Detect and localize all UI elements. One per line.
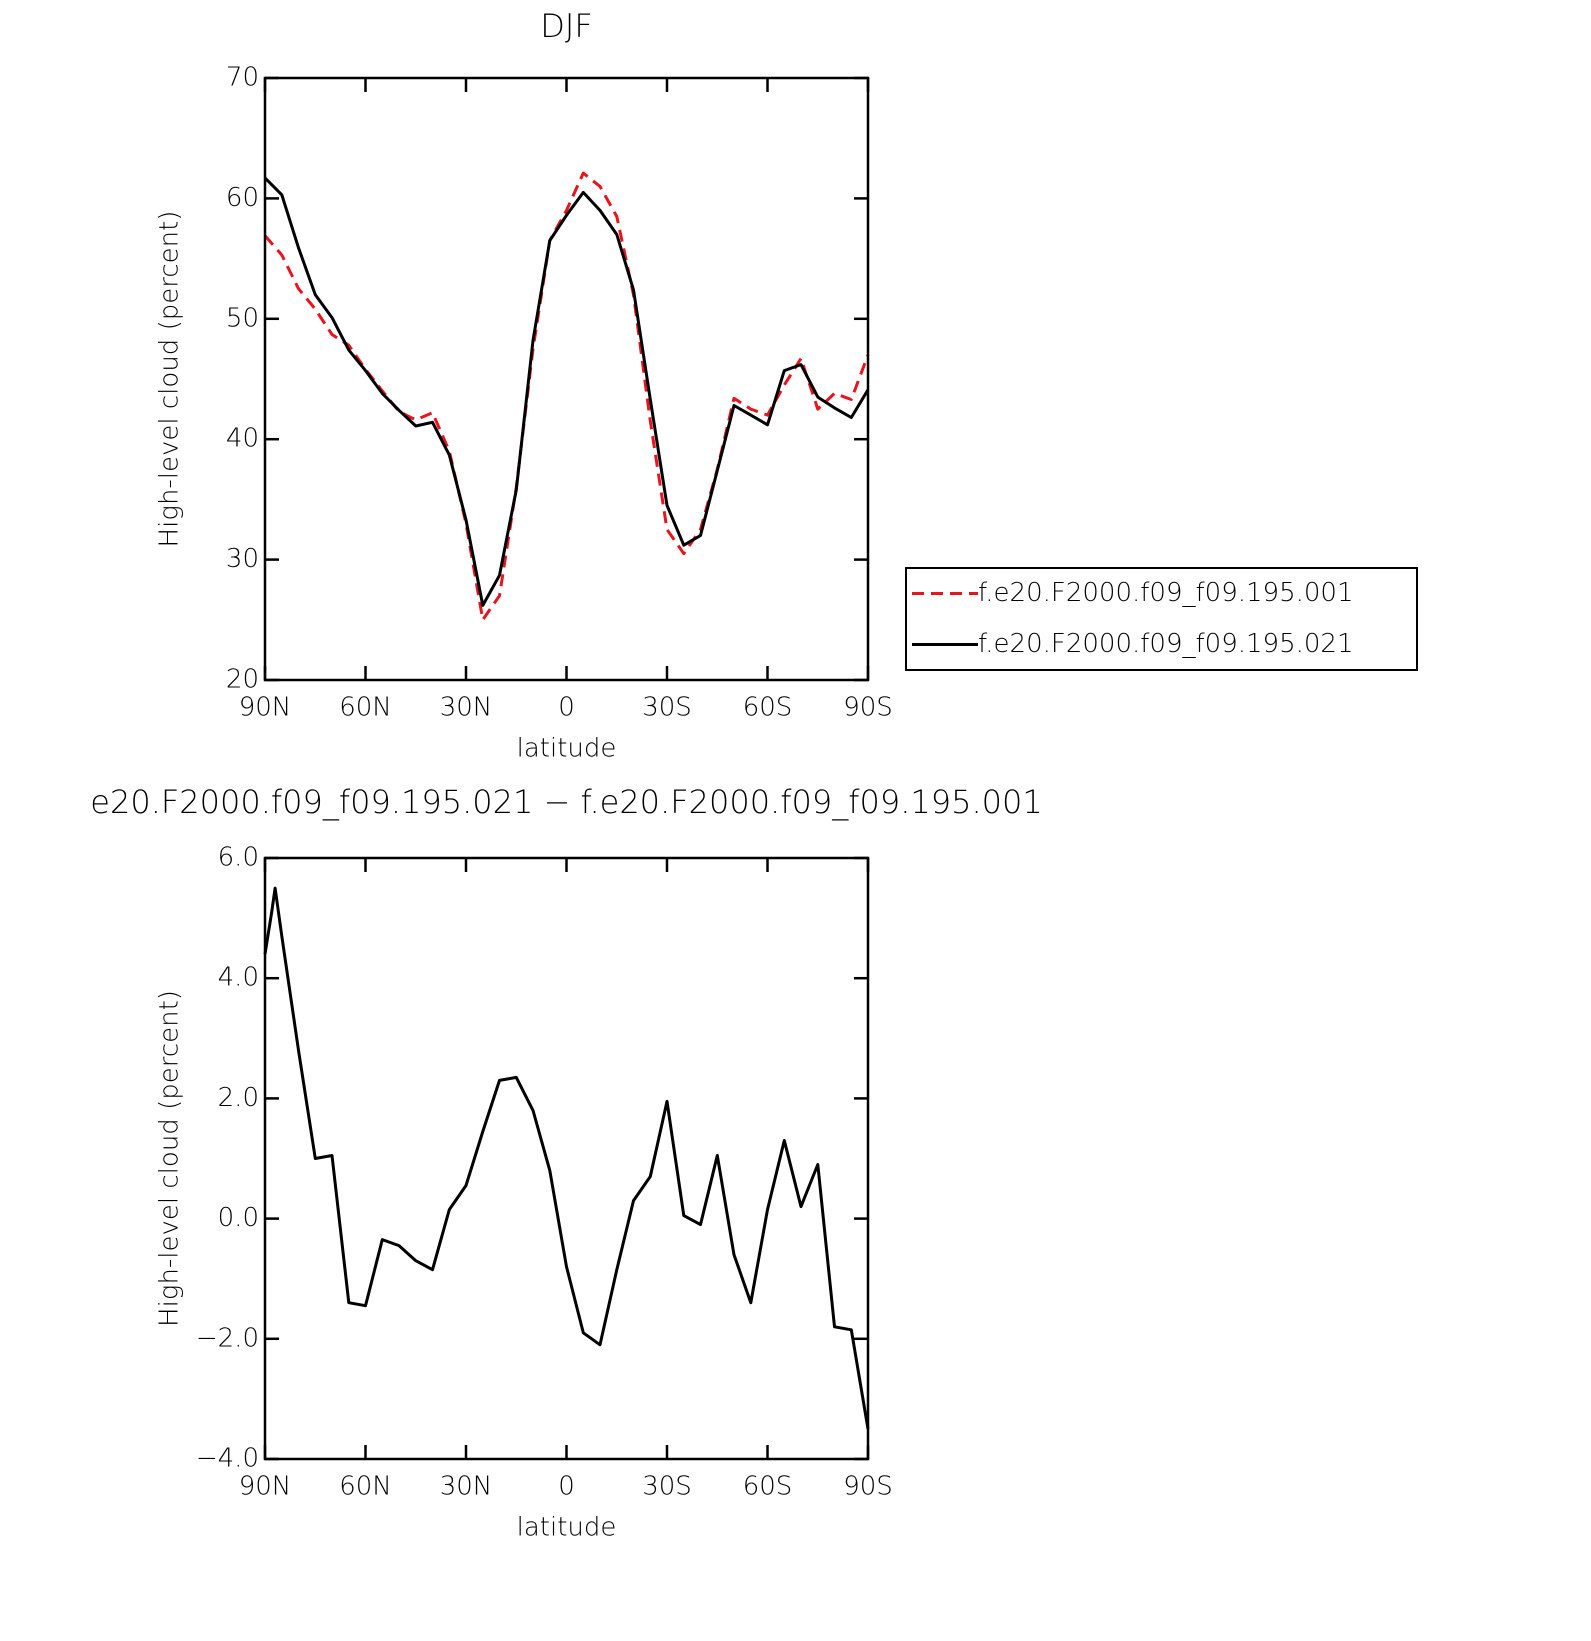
data-line	[263, 886, 870, 1430]
plot-frame	[263, 856, 870, 1461]
x-tick-label: 30S	[642, 1472, 692, 1502]
y-tick-label: 0.0	[218, 1203, 259, 1233]
x-tick-label: 60S	[743, 693, 793, 723]
x-tick-label: 0	[558, 1472, 575, 1502]
y-axis-label: High-level cloud (percent)	[155, 990, 185, 1327]
x-tick-label: 0	[558, 693, 575, 723]
x-tick-label: 30N	[440, 693, 493, 723]
y-tick-label: 6.0	[218, 843, 259, 873]
x-tick-label: 90N	[239, 1472, 292, 1502]
legend-label: f.e20.F2000.f09_f09.195.021	[978, 629, 1354, 659]
data-line	[263, 171, 870, 622]
x-tick-label: 90S	[843, 693, 893, 723]
y-tick-label: 60	[226, 183, 259, 213]
x-tick-label: 60S	[743, 1472, 793, 1502]
y-tick-label: 30	[226, 544, 259, 574]
y-axis-label: High-level cloud (percent)	[155, 211, 185, 548]
y-tick-label: 50	[226, 303, 259, 333]
y-tick-label: −4.0	[196, 1444, 259, 1474]
x-tick-label: 60N	[339, 693, 392, 723]
y-tick-label: 4.0	[218, 963, 259, 993]
legend-label: f.e20.F2000.f09_f09.195.001	[978, 578, 1354, 608]
x-tick-label: 30S	[642, 693, 692, 723]
x-tick-label: 30N	[440, 1472, 493, 1502]
plot-frame	[263, 76, 870, 682]
x-axis-label: latitude	[517, 734, 617, 764]
y-tick-label: −2.0	[196, 1323, 259, 1353]
y-tick-label: 40	[226, 424, 259, 454]
legend-box	[905, 567, 1418, 671]
x-tick-label: 90N	[239, 693, 292, 723]
chart-title: e20.F2000.f09_f09.195.021 − f.e20.F2000.…	[90, 783, 1042, 821]
y-tick-label: 70	[226, 63, 259, 93]
x-tick-label: 90S	[843, 1472, 893, 1502]
x-tick-label: 60N	[339, 1472, 392, 1502]
y-tick-label: 2.0	[218, 1083, 259, 1113]
x-axis-label: latitude	[517, 1513, 617, 1543]
chart-title: DJF	[540, 7, 592, 45]
data-line	[263, 176, 870, 607]
y-tick-label: 20	[226, 665, 259, 695]
